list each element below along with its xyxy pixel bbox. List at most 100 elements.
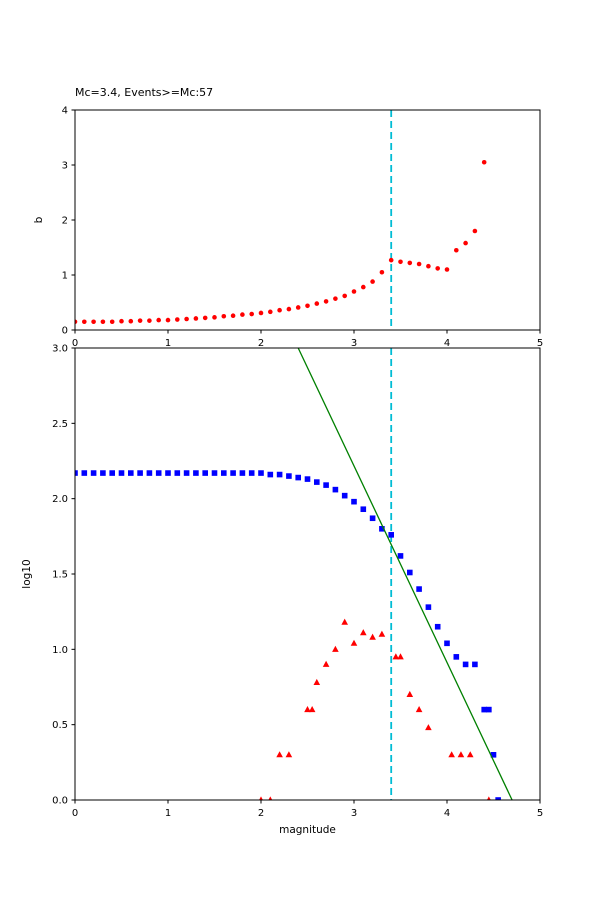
- data-point-triangle: [448, 751, 455, 758]
- data-point-dot: [351, 289, 357, 294]
- data-point-triangle: [369, 633, 376, 640]
- data-point-square: [202, 470, 208, 476]
- y-tick-label: 0.5: [52, 720, 68, 731]
- data-point-dot: [193, 316, 199, 321]
- data-point-square: [360, 506, 367, 513]
- data-point-square: [174, 470, 181, 476]
- data-point-dot: [184, 316, 189, 322]
- data-point-dot: [370, 279, 375, 284]
- data-point-square: [74, 470, 78, 476]
- data-point-square: [146, 470, 153, 476]
- data-point-dot: [472, 228, 478, 234]
- data-point-dot: [426, 263, 431, 269]
- data-point-triangle: [258, 796, 264, 801]
- data-point-square: [118, 470, 125, 476]
- data-point-triangle: [378, 630, 386, 637]
- data-point-triangle: [425, 724, 432, 731]
- y-tick-label: 1.5: [52, 570, 68, 581]
- data-point-dot: [286, 306, 292, 312]
- data-point-dot: [454, 247, 459, 253]
- data-point-square: [416, 586, 422, 592]
- x-tick-label: 2: [258, 808, 264, 819]
- data-point-square: [100, 470, 106, 476]
- data-point-triangle: [341, 618, 348, 625]
- x-tick-label: 2: [258, 338, 264, 349]
- y-tick-label: 2: [62, 216, 68, 227]
- noncumulative-event-counts: [258, 618, 492, 801]
- data-point-dot: [342, 293, 348, 299]
- data-point-dot: [463, 240, 468, 246]
- x-tick-label: 1: [165, 338, 171, 349]
- data-point-triangle: [313, 678, 321, 685]
- data-point-square: [276, 471, 283, 478]
- y-axis-label: log10: [21, 559, 33, 588]
- y-tick-label: 0.0: [52, 796, 68, 807]
- data-point-dot: [249, 311, 254, 317]
- x-tick-label: 0: [72, 808, 78, 819]
- data-point-square: [258, 470, 264, 476]
- chart-title: Mc=3.4, Events>=Mc:57: [75, 86, 214, 99]
- data-point-dot: [444, 267, 450, 272]
- data-point-square: [211, 470, 218, 476]
- data-point-square: [472, 661, 478, 668]
- cumulative-event-counts: [74, 470, 501, 801]
- data-point-dot: [268, 309, 273, 315]
- data-point-dot: [202, 315, 208, 321]
- data-point-dot: [258, 310, 264, 316]
- data-point-square: [425, 604, 432, 610]
- plot-area-b-values: [74, 110, 487, 330]
- data-point-triangle: [268, 796, 273, 801]
- data-point-square: [90, 470, 97, 476]
- data-point-triangle: [457, 751, 465, 758]
- data-point-triangle: [486, 796, 492, 801]
- y-tick-label: 3: [62, 161, 68, 172]
- data-point-triangle: [308, 706, 316, 713]
- data-point-triangle: [466, 751, 474, 758]
- data-point-square: [230, 470, 236, 476]
- x-tick-label: 0: [72, 338, 78, 349]
- data-point-dot: [314, 301, 320, 306]
- data-point-square: [239, 470, 246, 476]
- data-point-dot: [398, 259, 403, 265]
- data-point-square: [388, 532, 394, 538]
- x-tick-label: 5: [537, 338, 543, 349]
- axes-frame: [74, 109, 541, 331]
- data-point-square: [397, 553, 404, 559]
- data-point-dot: [221, 313, 227, 319]
- y-tick-label: 3.0: [52, 344, 68, 355]
- data-point-square: [453, 654, 460, 660]
- data-point-dot: [416, 261, 422, 267]
- data-point-square: [286, 473, 292, 479]
- data-point-triangle: [360, 629, 367, 636]
- data-point-dot: [119, 318, 124, 324]
- data-point-square: [341, 492, 348, 499]
- data-point-square: [434, 623, 441, 630]
- data-point-dot: [91, 319, 96, 325]
- x-tick-label: 3: [351, 808, 357, 819]
- y-tick-label: 1: [62, 271, 68, 282]
- data-point-square: [486, 706, 492, 713]
- data-point-dot: [388, 257, 394, 263]
- data-point-dot: [109, 319, 115, 325]
- data-point-square: [193, 470, 199, 476]
- x-tick-label: 4: [444, 338, 450, 349]
- data-point-square: [137, 470, 143, 476]
- axes-frame: [74, 347, 541, 801]
- data-point-dot: [481, 159, 487, 165]
- data-point-dot: [361, 284, 366, 290]
- data-point-triangle: [392, 653, 400, 660]
- data-point-dot: [407, 260, 413, 266]
- data-point-dot: [100, 319, 106, 325]
- data-point-square: [267, 471, 274, 478]
- data-point-square: [332, 486, 339, 493]
- data-point-square: [183, 470, 190, 476]
- data-point-dot: [175, 317, 180, 322]
- data-point-dot: [147, 318, 152, 323]
- data-point-dot: [379, 269, 385, 275]
- data-point-dot: [137, 318, 143, 323]
- data-point-dot: [295, 305, 301, 310]
- data-point-dot: [230, 313, 236, 319]
- y-tick-label: 2.5: [52, 419, 68, 430]
- y-tick-label: 2.0: [52, 494, 68, 505]
